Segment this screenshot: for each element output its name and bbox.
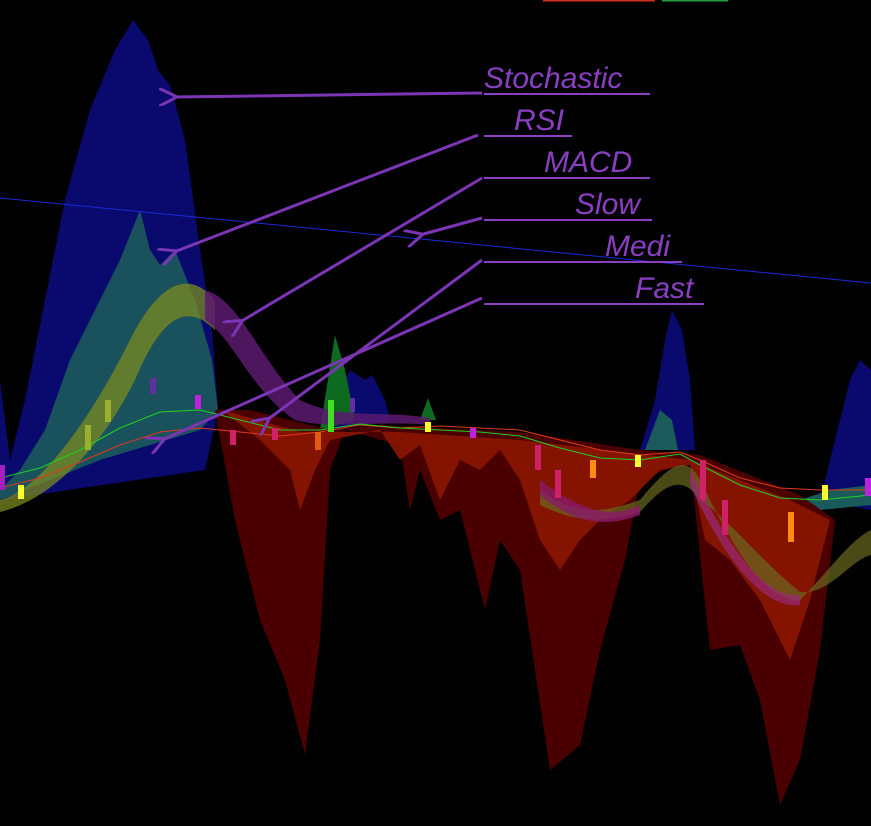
candle — [788, 512, 794, 542]
candle — [722, 500, 728, 535]
candle — [18, 485, 24, 499]
rsi-area — [800, 485, 871, 510]
candle — [0, 465, 5, 490]
candle — [635, 455, 641, 467]
annotation-label: Fast — [635, 272, 695, 305]
annotation-label: Stochastic — [484, 62, 622, 95]
rsi-area — [0, 210, 218, 500]
candle — [150, 378, 156, 394]
macd-area — [222, 410, 830, 660]
arrow — [420, 216, 483, 235]
arrow — [174, 133, 479, 252]
candle — [85, 425, 91, 450]
annotation-label: Medi — [605, 230, 671, 263]
candle — [822, 485, 828, 500]
medi-line — [0, 409, 871, 501]
candle — [700, 460, 706, 500]
arrow — [240, 176, 483, 322]
candles — [0, 378, 871, 542]
medi-band — [540, 480, 640, 523]
candle — [315, 432, 321, 450]
stochastic-area — [820, 360, 871, 510]
candle — [555, 470, 561, 498]
slow-band — [0, 283, 215, 512]
medi-band — [205, 290, 430, 425]
candle — [470, 428, 476, 438]
candle — [230, 430, 236, 445]
arrow — [162, 296, 483, 440]
candle — [425, 422, 431, 432]
candle — [328, 400, 334, 432]
candle — [865, 478, 871, 496]
annotation-label: Slow — [575, 188, 642, 221]
rsi-area — [420, 398, 436, 420]
candle — [590, 460, 596, 478]
annotation-label: RSI — [514, 104, 564, 137]
candle — [195, 395, 201, 409]
stochastic-area — [640, 310, 695, 450]
annotation-label: MACD — [544, 146, 632, 179]
arrow — [174, 93, 483, 97]
candle — [105, 400, 111, 422]
slow-line — [0, 197, 871, 284]
candle — [535, 445, 541, 470]
candle — [272, 428, 278, 440]
candle — [350, 398, 355, 412]
fast-line — [0, 424, 871, 491]
rsi-area — [645, 410, 678, 450]
arrow — [267, 258, 483, 420]
